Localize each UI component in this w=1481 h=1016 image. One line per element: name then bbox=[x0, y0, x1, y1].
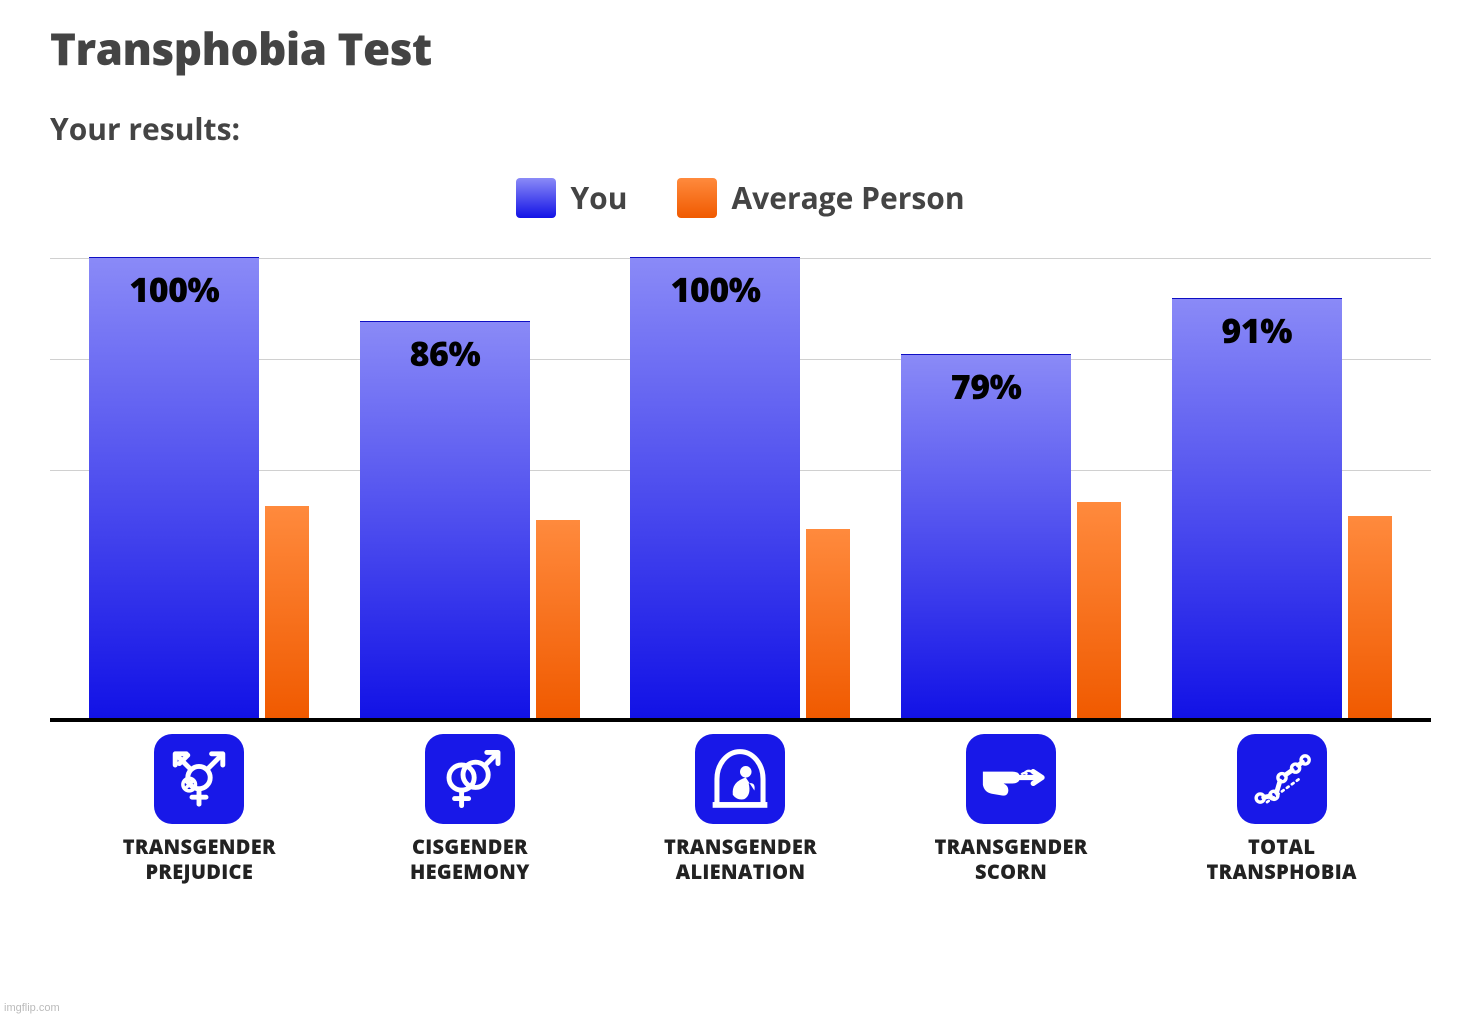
x-axis-item: TRANSGENDERALIENATION bbox=[605, 734, 876, 884]
category-label-line: TRANSPHOBIA bbox=[1207, 858, 1357, 885]
category-label: TOTALTRANSPHOBIA bbox=[1146, 834, 1417, 884]
x-axis-item: TOTALTRANSPHOBIA bbox=[1146, 734, 1417, 884]
scatter-icon bbox=[1237, 734, 1327, 824]
avg-bar bbox=[536, 520, 580, 718]
legend-item-avg: Average Person bbox=[677, 177, 964, 218]
avg-bar bbox=[1077, 502, 1121, 718]
results-subtitle: Your results: bbox=[50, 108, 1431, 149]
bar-group: 100% bbox=[64, 258, 335, 718]
category-label-line: TRANSGENDER bbox=[123, 833, 276, 860]
category-label-line: TOTAL bbox=[1248, 833, 1315, 860]
bar-group: 79% bbox=[876, 258, 1147, 718]
you-value-label: 100% bbox=[89, 266, 259, 312]
bars-row: 100% 86% 100% 79% 91% bbox=[50, 258, 1431, 718]
legend-swatch-avg bbox=[677, 178, 717, 218]
you-value-label: 79% bbox=[901, 363, 1071, 409]
category-label-line: TRANSGENDER bbox=[664, 833, 817, 860]
x-axis-item: TRANSGENDERPREJUDICE bbox=[64, 734, 335, 884]
page-title: Transphobia Test bbox=[50, 18, 1431, 78]
chart-legend: You Average Person bbox=[50, 177, 1431, 218]
page: Transphobia Test Your results: You Avera… bbox=[0, 0, 1481, 884]
you-value-label: 100% bbox=[630, 266, 800, 312]
avg-bar bbox=[806, 529, 850, 718]
category-label: CISGENDERHEGEMONY bbox=[335, 834, 606, 884]
x-axis-item: TRANSGENDERSCORN bbox=[876, 734, 1147, 884]
bar-chart: 100% 86% 100% 79% 91% bbox=[50, 258, 1431, 722]
legend-label-you: You bbox=[570, 177, 627, 218]
dome-icon bbox=[695, 734, 785, 824]
category-label: TRANSGENDERALIENATION bbox=[605, 834, 876, 884]
avg-bar bbox=[265, 506, 309, 718]
you-bar: 91% bbox=[1172, 298, 1342, 718]
you-bar: 100% bbox=[630, 257, 800, 718]
legend-item-you: You bbox=[516, 177, 627, 218]
category-label-line: HEGEMONY bbox=[410, 858, 530, 885]
watermark: imgflip.com bbox=[4, 1002, 60, 1014]
category-label-line: TRANSGENDER bbox=[935, 833, 1088, 860]
you-bar: 79% bbox=[901, 354, 1071, 718]
category-label: TRANSGENDERSCORN bbox=[876, 834, 1147, 884]
category-label: TRANSGENDERPREJUDICE bbox=[64, 834, 335, 884]
category-label-line: ALIENATION bbox=[676, 858, 806, 885]
x-axis: TRANSGENDERPREJUDICECISGENDERHEGEMONYTRA… bbox=[50, 722, 1431, 884]
category-label-line: CISGENDER bbox=[412, 833, 528, 860]
bar-group: 91% bbox=[1146, 258, 1417, 718]
legend-label-avg: Average Person bbox=[731, 177, 964, 218]
legend-swatch-you bbox=[516, 178, 556, 218]
bar-group: 86% bbox=[335, 258, 606, 718]
interlock-icon bbox=[425, 734, 515, 824]
you-bar: 86% bbox=[360, 321, 530, 718]
you-bar: 100% bbox=[89, 257, 259, 718]
trans-x-icon bbox=[154, 734, 244, 824]
avg-bar bbox=[1348, 516, 1392, 718]
category-label-line: SCORN bbox=[975, 858, 1047, 885]
category-label-line: PREJUDICE bbox=[145, 858, 253, 885]
x-axis-item: CISGENDERHEGEMONY bbox=[335, 734, 606, 884]
pointing-icon bbox=[966, 734, 1056, 824]
you-value-label: 86% bbox=[360, 330, 530, 376]
bar-group: 100% bbox=[605, 258, 876, 718]
you-value-label: 91% bbox=[1172, 307, 1342, 353]
